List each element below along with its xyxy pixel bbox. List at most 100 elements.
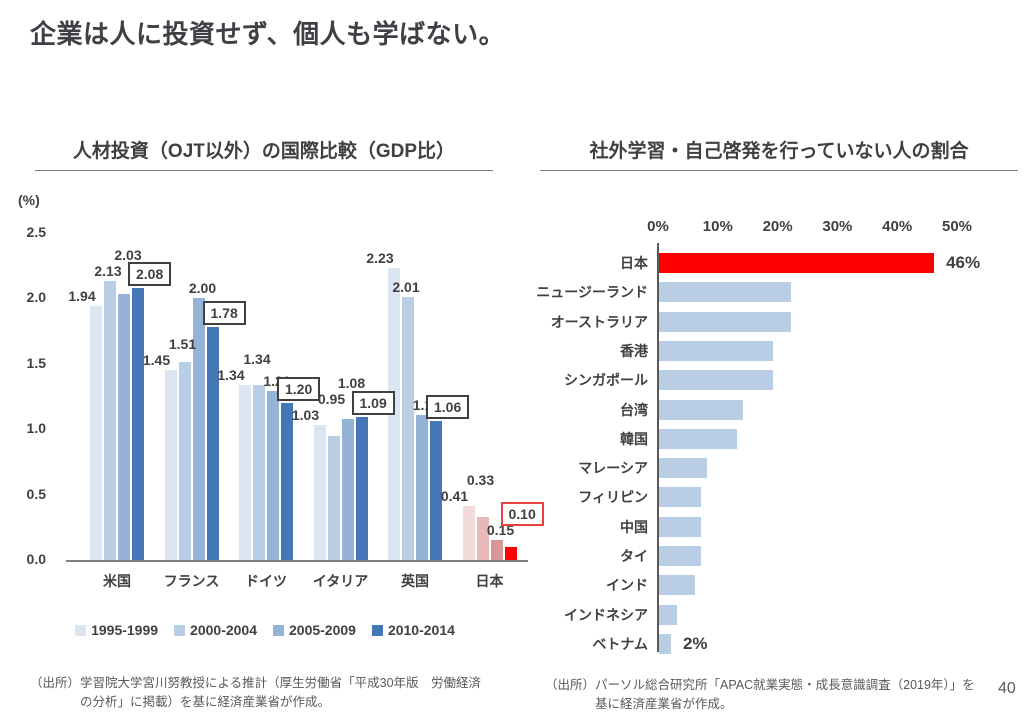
x-axis-tick-label: 20% [762,218,793,235]
bar-英国-2010-2014 [430,421,442,560]
category-label: イタリア [312,573,369,589]
bar-ドイツ-2005-2009 [267,391,279,560]
row-label-オーストラリア: オーストラリア [550,313,648,330]
x-axis-tick-label: 0% [647,218,669,235]
legend-item-1995-1999: 1995-1999 [75,622,158,638]
right-chart-title: 社外学習・自己啓発を行っていない人の割合 [540,136,1018,171]
bar-台湾 [659,399,743,420]
bar-日本-1995-1999 [462,506,475,560]
legend-swatch-icon [371,624,383,636]
legend-label: 2010-2014 [387,622,455,638]
value-label-boxed: 1.20 [277,377,321,402]
legend-item-2010-2014: 2010-2014 [371,622,455,638]
legend-swatch-icon [75,624,87,636]
bar-フランス-2010-2014 [206,327,219,560]
bar-日本-2000-2004 [476,516,489,560]
category-label: 米国 [103,573,131,589]
value-label: 1.94 [68,288,96,305]
row-label-フィリピン: フィリピン [578,489,648,506]
value-label: 1.34 [217,366,245,383]
value-label-boxed: 1.78 [202,301,246,326]
value-label-boxed: 0.10 [500,501,544,526]
legend: 1995-1999 2000-2004 2005-2009 2010-2014 [35,622,495,638]
value-label-boxed: 1.09 [351,391,395,416]
bar-ドイツ-2010-2014 [281,403,293,560]
value-label: 0.95 [317,391,346,408]
category-label: フランス [163,573,220,589]
bar-日本-2005-2009 [490,540,503,560]
x-axis-tick-label: 10% [702,218,733,235]
bar-シンガポール [659,370,773,391]
value-label-ベトナム: 2% [682,633,708,653]
y-axis-tick-label: 1.0 [26,420,46,437]
row-label-インドネシア: インドネシア [564,606,648,623]
value-label: 2.13 [94,263,122,280]
bar-英国-2005-2009 [416,414,428,560]
bar-韓国 [659,428,737,449]
y-axis-tick-label: 2.0 [26,289,46,306]
left-source-note: （出所）学習院大学宮川努教授による推計（厚生労働省「平成30年版 労働経済の分析… [30,676,482,709]
value-label: 0.41 [440,488,469,505]
bar-米国-1995-1999 [90,306,102,560]
row-label-中国: 中国 [620,518,648,535]
bar-インド [659,575,695,596]
bar-ドイツ-2000-2004 [253,384,265,560]
bar-フランス-1995-1999 [164,370,177,560]
value-label: 1.51 [168,336,197,353]
x-axis-tick-label: 30% [822,218,853,235]
legend-swatch-icon [174,624,186,636]
legend-label: 2005-2009 [289,622,356,638]
value-label: 1.08 [337,375,366,392]
value-label: 0.15 [486,522,515,539]
bar-フランス-2005-2009 [192,298,205,560]
y-axis-line [657,243,659,652]
row-label-タイ: タイ [620,548,648,564]
row-label-マレーシア: マレーシア [578,460,648,477]
row-label-シンガポール: シンガポール [564,372,648,389]
x-axis-line [66,560,528,562]
y-axis-tick-label: 2.5 [26,224,46,240]
bar-イタリア-1995-1999 [313,425,326,560]
bar-中国 [659,516,701,537]
bar-英国-2000-2004 [402,297,414,560]
category-label: 英国 [401,573,429,589]
bar-ドイツ-1995-1999 [239,384,251,560]
bar-米国-2000-2004 [104,281,116,560]
category-label: 日本 [475,573,504,589]
row-label-ベトナム: ベトナム [592,635,648,652]
y-axis-tick-label: 0.0 [26,551,46,567]
bar-イタリア-2000-2004 [327,435,340,560]
right-source-note: （出所）パーソル総合研究所「APAC就業実態・成長意識調査（2019年）」を基に… [545,678,975,711]
legend-swatch-icon [273,624,284,636]
bar-フランス-2000-2004 [178,362,191,560]
legend-label: 1995-1999 [91,622,159,638]
bar-オーストラリア [659,311,791,332]
bar-マレーシア [659,458,707,479]
value-label: 2.01 [392,279,420,296]
page-number: 40 [998,680,1016,697]
value-label: 2.23 [366,250,394,267]
bar-日本-2010-2014 [504,546,517,560]
row-label-台湾: 台湾 [620,401,648,418]
row-label-日本: 日本 [620,255,648,271]
page-title: 企業は人に投資せず、個人も学ばない。 [30,19,506,49]
row-label-ニュージーランド: ニュージーランド [536,284,648,301]
category-label: ドイツ [245,573,287,589]
x-axis-tick-label: 50% [941,218,973,235]
x-axis-tick-label: 40% [882,218,913,235]
bar-日本 [659,253,935,273]
y-axis-tick-label: 0.5 [26,485,46,502]
legend-label: 2000-2004 [190,622,257,638]
bar-タイ [659,546,701,566]
row-label-韓国: 韓国 [620,430,648,447]
row-label-香港: 香港 [620,342,648,359]
bar-ニュージーランド [659,282,791,303]
bar-イタリア-2005-2009 [341,418,354,560]
value-label-日本: 46% [946,253,981,272]
value-label: 0.33 [466,472,495,489]
value-label: 1.45 [142,352,171,369]
value-label-boxed: 1.06 [426,395,470,420]
value-label: 1.03 [291,407,320,424]
value-label: 2.03 [114,247,142,264]
